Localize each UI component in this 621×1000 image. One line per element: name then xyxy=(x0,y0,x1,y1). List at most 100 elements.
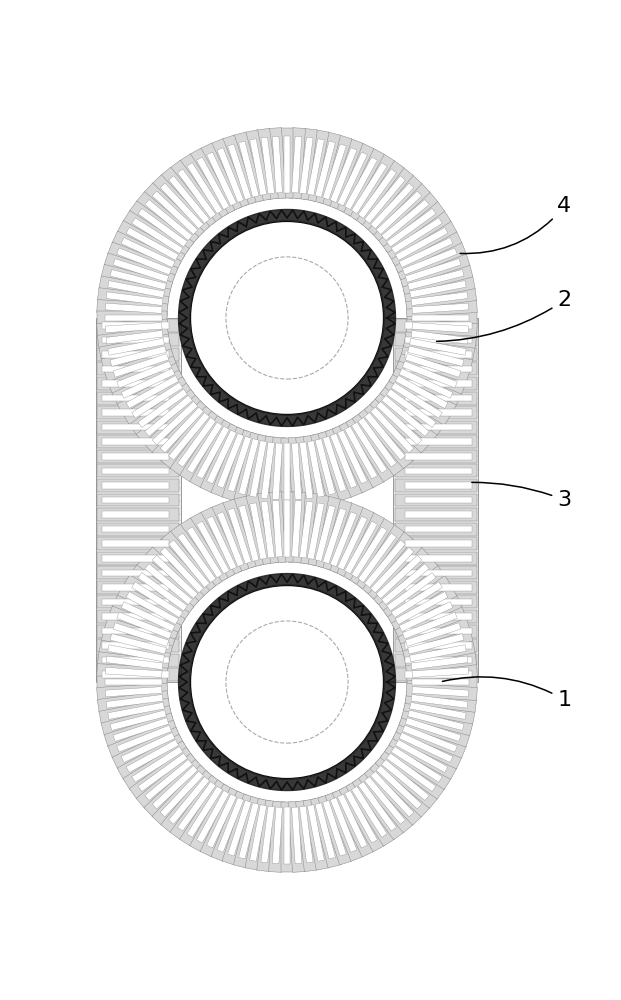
Polygon shape xyxy=(281,802,294,872)
Polygon shape xyxy=(102,351,169,358)
Polygon shape xyxy=(345,426,378,479)
Polygon shape xyxy=(152,191,198,234)
Polygon shape xyxy=(170,160,222,225)
Polygon shape xyxy=(325,503,363,573)
Polygon shape xyxy=(405,366,473,372)
Polygon shape xyxy=(256,436,278,508)
Polygon shape xyxy=(405,351,473,358)
Polygon shape xyxy=(136,389,199,444)
Polygon shape xyxy=(408,270,464,290)
Polygon shape xyxy=(217,797,244,852)
Polygon shape xyxy=(405,468,473,474)
Polygon shape xyxy=(160,771,204,817)
Polygon shape xyxy=(406,718,461,741)
Polygon shape xyxy=(108,645,165,662)
Polygon shape xyxy=(330,512,357,567)
Polygon shape xyxy=(396,740,448,773)
Polygon shape xyxy=(410,281,466,298)
Polygon shape xyxy=(406,354,461,377)
Polygon shape xyxy=(126,375,179,408)
Polygon shape xyxy=(292,807,302,864)
Polygon shape xyxy=(121,602,175,632)
Polygon shape xyxy=(228,508,252,564)
Polygon shape xyxy=(404,334,475,360)
Polygon shape xyxy=(399,617,470,651)
Polygon shape xyxy=(405,652,476,673)
Polygon shape xyxy=(310,796,340,868)
Polygon shape xyxy=(339,512,384,580)
Polygon shape xyxy=(112,231,181,273)
Polygon shape xyxy=(161,167,215,230)
Polygon shape xyxy=(330,433,357,488)
Polygon shape xyxy=(406,319,478,336)
Polygon shape xyxy=(117,370,185,415)
Polygon shape xyxy=(104,253,175,287)
Polygon shape xyxy=(245,799,271,870)
Polygon shape xyxy=(401,628,473,659)
Polygon shape xyxy=(106,656,163,670)
Polygon shape xyxy=(97,654,179,667)
Polygon shape xyxy=(112,363,181,405)
Polygon shape xyxy=(405,691,476,712)
Polygon shape xyxy=(307,139,324,195)
Polygon shape xyxy=(346,416,394,482)
Polygon shape xyxy=(410,645,466,662)
Polygon shape xyxy=(405,497,473,503)
Polygon shape xyxy=(238,439,259,495)
Polygon shape xyxy=(380,201,445,253)
Polygon shape xyxy=(196,521,230,574)
Polygon shape xyxy=(101,706,173,736)
Polygon shape xyxy=(337,516,368,570)
Polygon shape xyxy=(113,718,169,741)
Polygon shape xyxy=(160,407,204,453)
Polygon shape xyxy=(97,595,179,608)
Polygon shape xyxy=(395,479,478,492)
Polygon shape xyxy=(299,442,313,499)
Polygon shape xyxy=(102,599,169,605)
Polygon shape xyxy=(179,154,229,220)
Polygon shape xyxy=(384,741,451,789)
Polygon shape xyxy=(97,508,179,521)
Polygon shape xyxy=(401,706,473,736)
Polygon shape xyxy=(126,592,179,625)
Polygon shape xyxy=(405,438,473,445)
Polygon shape xyxy=(292,443,302,500)
Polygon shape xyxy=(196,790,230,843)
Polygon shape xyxy=(411,292,468,305)
Polygon shape xyxy=(99,276,171,302)
Polygon shape xyxy=(102,453,169,460)
Polygon shape xyxy=(370,759,430,817)
Polygon shape xyxy=(339,420,384,488)
Polygon shape xyxy=(132,382,183,418)
Polygon shape xyxy=(207,794,237,848)
Polygon shape xyxy=(380,747,445,799)
Polygon shape xyxy=(395,537,478,550)
Polygon shape xyxy=(233,432,263,504)
Polygon shape xyxy=(245,494,271,566)
Polygon shape xyxy=(318,430,352,501)
Polygon shape xyxy=(358,406,413,469)
Circle shape xyxy=(226,621,348,743)
Polygon shape xyxy=(136,753,199,808)
Polygon shape xyxy=(405,671,473,678)
Polygon shape xyxy=(405,322,473,329)
Polygon shape xyxy=(117,734,185,779)
Polygon shape xyxy=(207,152,237,206)
Polygon shape xyxy=(284,500,290,557)
Polygon shape xyxy=(315,439,335,495)
Polygon shape xyxy=(405,409,473,416)
Polygon shape xyxy=(179,518,229,584)
Polygon shape xyxy=(345,521,378,574)
Polygon shape xyxy=(395,421,478,434)
Circle shape xyxy=(226,257,348,379)
Polygon shape xyxy=(396,592,448,625)
Polygon shape xyxy=(365,540,406,587)
Polygon shape xyxy=(245,130,271,201)
Polygon shape xyxy=(386,208,436,247)
Polygon shape xyxy=(107,356,178,394)
Polygon shape xyxy=(352,411,404,476)
Polygon shape xyxy=(399,253,470,287)
Polygon shape xyxy=(104,617,175,651)
Polygon shape xyxy=(371,183,414,229)
Polygon shape xyxy=(391,746,442,782)
